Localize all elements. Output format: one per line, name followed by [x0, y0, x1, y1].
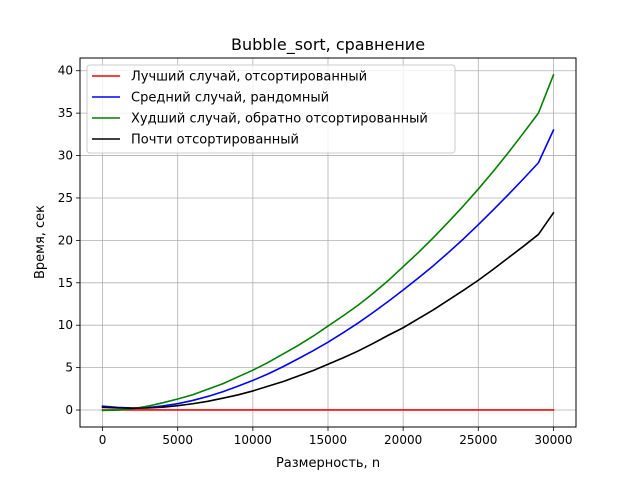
y-tick-label: 40 — [58, 64, 73, 78]
x-tick-label: 0 — [99, 433, 107, 447]
legend: Лучший случай, отсортированный Средний сл… — [86, 64, 456, 154]
x-axis-label: Размерность, n — [276, 456, 380, 471]
x-tick-label: 5000 — [162, 433, 193, 447]
y-axis: 0 5 10 15 20 25 30 35 40 — [58, 64, 80, 417]
legend-label-2: Средний случай, рандомный — [131, 91, 329, 106]
legend-frame — [86, 64, 456, 154]
x-tick-label: 25000 — [459, 433, 497, 447]
legend-label-1: Лучший случай, отсортированный — [131, 70, 367, 85]
y-tick-label: 15 — [58, 276, 73, 290]
x-axis: 0 5000 10000 15000 20000 25000 30000 — [99, 427, 573, 447]
x-tick-label: 10000 — [234, 433, 272, 447]
legend-label-3: Худший случай, обратно отсортированный — [131, 112, 428, 127]
y-axis-label: Время, сек — [33, 205, 48, 279]
y-tick-label: 0 — [65, 403, 73, 417]
y-tick-label: 5 — [65, 361, 73, 375]
chart-title: Bubble_sort, сравнение — [231, 35, 425, 55]
series-lines — [101, 73, 555, 412]
series-line-3 — [101, 73, 555, 412]
series-line-4 — [101, 211, 555, 409]
legend-label-4: Почти отсортированный — [131, 133, 299, 148]
y-tick-label: 10 — [58, 318, 73, 332]
x-tick-label: 30000 — [534, 433, 572, 447]
y-tick-label: 35 — [58, 106, 73, 120]
x-tick-label: 20000 — [384, 433, 422, 447]
y-tick-label: 30 — [58, 149, 73, 163]
series-line-2 — [101, 129, 555, 409]
y-tick-label: 25 — [58, 191, 73, 205]
y-tick-label: 20 — [58, 233, 73, 247]
x-tick-label: 15000 — [309, 433, 347, 447]
